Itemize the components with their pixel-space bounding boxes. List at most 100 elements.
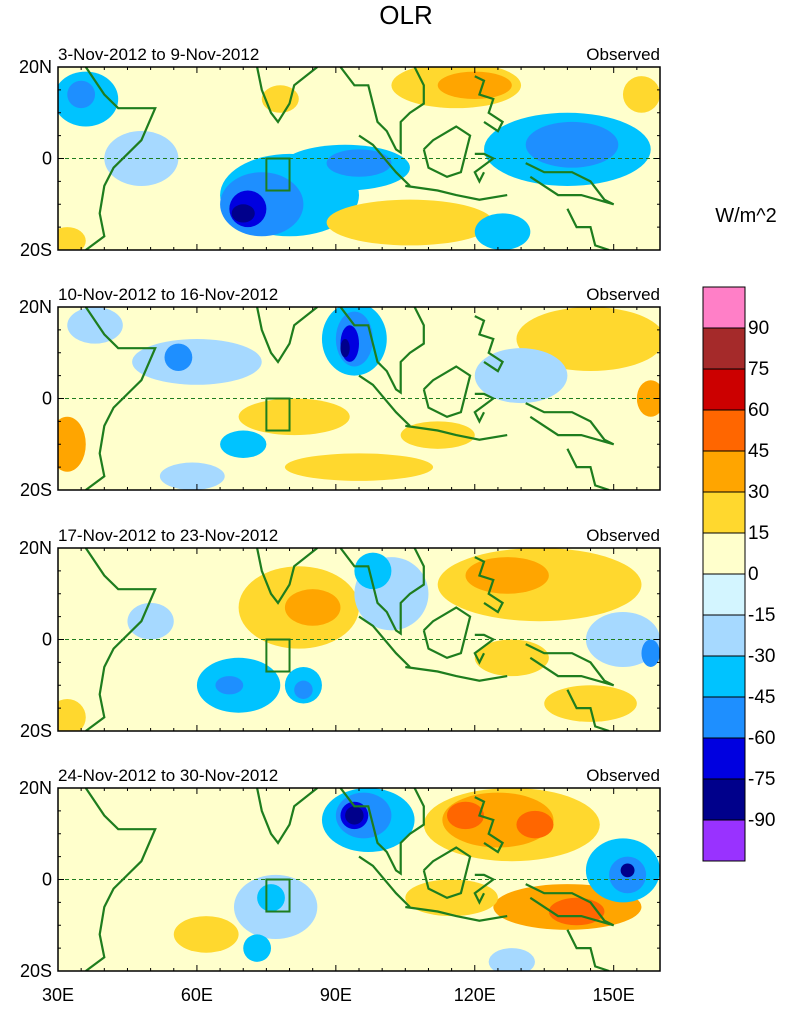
coastline — [566, 689, 610, 731]
olr-anomaly-contour — [437, 71, 512, 100]
olr-anomaly-contour — [474, 639, 549, 677]
colorbar-label: -90 — [748, 810, 775, 831]
olr-anomaly-contour — [215, 676, 244, 695]
coastline — [256, 548, 318, 605]
map-panel: 24-Nov-2012 to 30-Nov-2012 Observed 20N 0 20… — [19, 766, 661, 981]
olr-anomaly-contour — [474, 348, 568, 404]
olr-anomaly-contour — [326, 149, 392, 177]
coastline — [84, 788, 157, 971]
olr-anomaly-contour — [516, 810, 554, 839]
y-tick-label: 20S — [20, 240, 52, 260]
olr-anomaly-contour — [58, 416, 86, 472]
coastline — [256, 788, 318, 845]
olr-anomaly-contour — [474, 213, 531, 250]
coastline — [358, 615, 411, 668]
panel-date-range: 24-Nov-2012 to 30-Nov-2012 — [58, 766, 278, 785]
olr-anomaly-contour — [284, 589, 341, 626]
focus-region-box — [265, 878, 291, 913]
map-panels: 3-Nov-2012 to 9-Nov-2012 Observed 20N 0 20S 1… — [19, 45, 661, 981]
olr-anomaly-contour — [488, 948, 535, 971]
olr-anomaly-contour — [132, 339, 262, 385]
olr-anomaly-contour — [159, 462, 225, 490]
coastline — [474, 556, 505, 614]
colorbar-swatch — [702, 737, 746, 780]
colorbar-swatch — [702, 655, 746, 698]
olr-anomaly-contour — [67, 80, 96, 109]
colorbar-swatch — [702, 696, 746, 739]
olr-anomaly-contour — [261, 85, 299, 113]
coastline — [474, 75, 505, 133]
coastline — [525, 643, 615, 687]
coastline — [339, 67, 425, 155]
y-tick-label: 0 — [42, 870, 52, 890]
coastline — [422, 846, 472, 899]
olr-anomaly-contour — [354, 552, 392, 590]
panel-date-range: 10-Nov-2012 to 16-Nov-2012 — [58, 285, 278, 304]
olr-anomaly-contour — [516, 307, 660, 372]
x-axis: 30E 60E 90E 120E 150E — [42, 985, 635, 1005]
olr-anomaly-contour — [340, 339, 350, 358]
olr-anomaly-contour — [231, 204, 255, 223]
panel-observed-tag: Observed — [586, 285, 660, 304]
colorbar-swatch — [702, 286, 746, 329]
olr-anomaly-contour — [525, 121, 619, 168]
olr-anomaly-contour — [243, 934, 272, 962]
coastline — [566, 448, 610, 490]
coastline — [422, 606, 472, 659]
olr-anomaly-contour — [104, 131, 179, 186]
olr-anomaly-contour — [345, 806, 364, 825]
colorbar-swatch — [702, 819, 746, 862]
colorbar-label: -60 — [748, 728, 775, 749]
colorbar-swatch — [702, 532, 746, 575]
colorbar-label: 60 — [748, 400, 769, 421]
olr-anomaly-contour — [238, 398, 350, 436]
x-tick-label: 60E — [181, 985, 213, 1005]
y-tick-label: 0 — [42, 630, 52, 650]
olr-anomaly-contour — [58, 227, 86, 250]
panel-observed-tag: Observed — [586, 766, 660, 785]
olr-anomaly-contour — [257, 884, 285, 912]
y-tick-label: 0 — [42, 389, 52, 409]
panel-observed-tag: Observed — [586, 45, 660, 64]
map-panel: 3-Nov-2012 to 9-Nov-2012 Observed 20N 0 20S — [19, 45, 661, 260]
colorbar-swatch — [702, 409, 746, 452]
olr-anomaly-contour — [127, 602, 174, 640]
coastline — [339, 307, 425, 395]
coastline — [473, 633, 496, 665]
colorbar-label: -15 — [748, 605, 775, 626]
panel-date-range: 17-Nov-2012 to 23-Nov-2012 — [58, 526, 278, 545]
x-tick-label: 90E — [320, 985, 352, 1005]
colorbar-swatch — [702, 573, 746, 616]
coastline — [566, 208, 610, 250]
y-tick-label: 20N — [19, 538, 52, 558]
olr-anomaly-contour — [220, 430, 267, 458]
coastline — [566, 929, 610, 971]
panel-date-range: 3-Nov-2012 to 9-Nov-2012 — [58, 45, 259, 64]
coastline — [474, 315, 505, 373]
map-panel: 17-Nov-2012 to 23-Nov-2012 Observed 20N 0 20… — [19, 526, 661, 741]
coastline — [474, 796, 505, 854]
colorbar-swatch — [702, 450, 746, 493]
coastline — [358, 134, 411, 187]
colorbar-label: 45 — [748, 441, 769, 462]
y-tick-label: 20N — [19, 57, 52, 77]
coastline — [473, 392, 496, 424]
colorbar-label: 30 — [748, 482, 769, 503]
y-tick-label: 20S — [20, 721, 52, 741]
y-tick-label: 20N — [19, 778, 52, 798]
coastline — [256, 307, 318, 364]
olr-anomaly-contour — [400, 421, 475, 449]
colorbar-label: 90 — [748, 318, 769, 339]
coastline — [358, 374, 411, 427]
colorbar-swatch — [702, 491, 746, 534]
map-panel: 10-Nov-2012 to 16-Nov-2012 Observed 20N 0 20… — [19, 285, 661, 500]
coastline — [358, 855, 411, 908]
olr-anomaly-contour — [465, 557, 549, 594]
colorbar-label: -30 — [748, 646, 775, 667]
coastline — [84, 548, 157, 731]
coastline — [525, 883, 615, 927]
y-tick-label: 20S — [20, 961, 52, 981]
colorbar-swatch — [702, 368, 746, 411]
colorbar: 90 75 60 45 30 15 0 -15 -30 -45 -60 -75 -90 — [702, 286, 775, 862]
